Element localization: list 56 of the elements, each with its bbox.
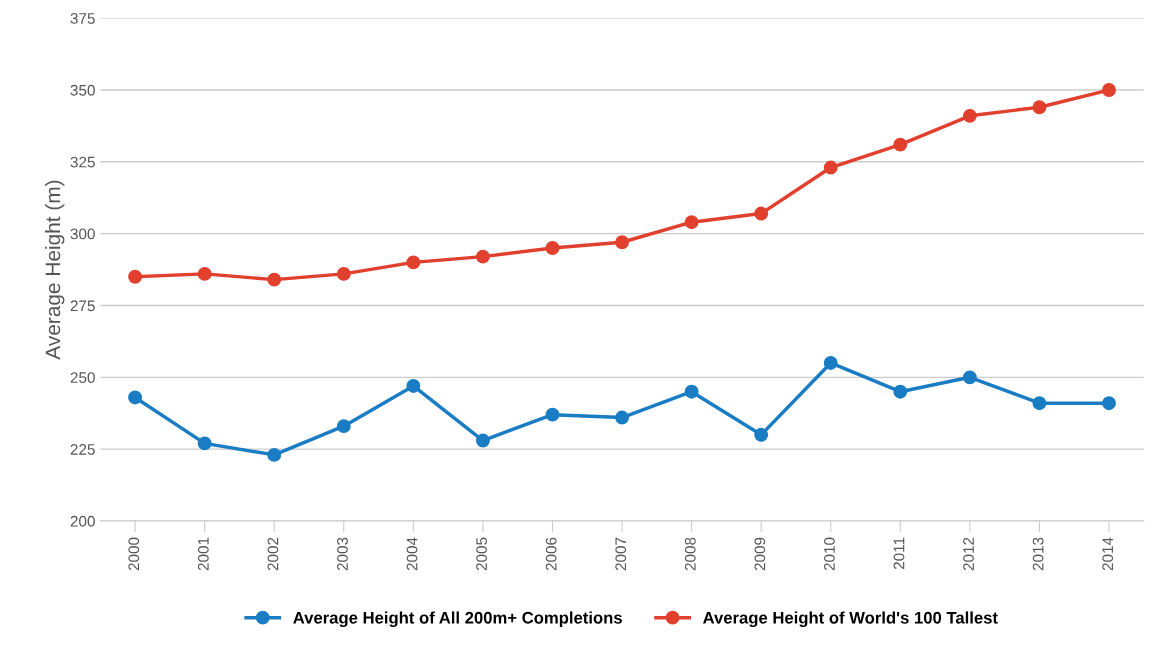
point	[267, 447, 282, 462]
y-tick-label: 325	[70, 156, 95, 168]
x-tick-label: 2009	[754, 537, 766, 571]
point	[893, 384, 908, 399]
x-tick-label: 2013	[1032, 537, 1044, 571]
x-tick-label: 2004	[406, 537, 418, 571]
x-tick-label: 2006	[545, 537, 557, 571]
point	[615, 235, 629, 250]
point	[754, 427, 769, 442]
point	[336, 419, 351, 434]
x-tick-label: 2008	[684, 537, 696, 571]
x-tick-label: 2000	[128, 537, 140, 571]
y-tick-label: 350	[70, 84, 95, 96]
legend-label: Average Height of World's 100 Tallest	[703, 611, 998, 628]
x-tick-label: 2005	[476, 537, 488, 571]
x-tick-label: 2011	[893, 537, 905, 570]
point	[128, 390, 143, 405]
point	[893, 137, 908, 152]
point	[615, 410, 629, 425]
point	[1102, 83, 1116, 97]
x-tick-label: 2012	[963, 537, 974, 571]
legend-label: Average Height of All 200m+ Completions	[293, 611, 622, 628]
y-tick-label: 300	[70, 228, 95, 240]
point	[684, 384, 699, 399]
y-tick-label: 275	[70, 300, 95, 312]
x-tick-label: 2010	[824, 537, 835, 571]
y-tick-label: 375	[70, 13, 95, 24]
x-tick-label: 2003	[337, 537, 348, 571]
point	[128, 269, 143, 284]
point	[475, 433, 490, 448]
point	[197, 266, 212, 281]
x-tick-label: 2001	[197, 537, 209, 571]
point	[406, 255, 421, 270]
point	[1102, 396, 1116, 411]
point	[823, 160, 838, 175]
point	[1032, 396, 1047, 411]
point	[197, 436, 212, 451]
point	[545, 241, 560, 255]
x-tick-label: 2014	[1102, 537, 1114, 571]
point	[962, 108, 977, 123]
point	[962, 370, 977, 385]
y-tick-label: 250	[70, 372, 95, 384]
y-tick-label: 225	[70, 444, 95, 455]
x-tick-label: 2002	[267, 537, 279, 571]
x-tick-label: 2007	[615, 537, 627, 571]
point	[823, 356, 838, 370]
point	[545, 407, 560, 422]
y-axis-title: Average Height (m)	[44, 180, 65, 360]
point	[267, 272, 282, 287]
point	[336, 266, 351, 281]
point	[475, 249, 490, 264]
point	[406, 378, 421, 393]
point	[684, 215, 699, 230]
point	[1032, 100, 1047, 115]
y-tick-label: 200	[70, 515, 95, 527]
point	[754, 206, 769, 221]
